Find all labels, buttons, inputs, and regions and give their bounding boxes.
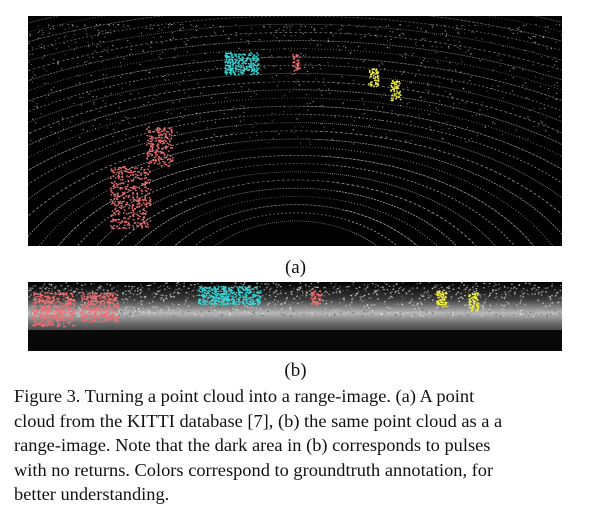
lidar-scan-rings [28,16,562,246]
point-cloud-svg [28,16,562,246]
background-points [28,24,562,246]
caption-line: range-image. Note that the dark area in … [14,435,491,455]
range-pixels [28,282,562,318]
caption-line: cloud from the KITTI database [7], (b) t… [14,410,503,431]
panel-a-label: (a) [284,257,307,278]
annotated-objects [110,52,402,230]
range-image-svg [28,282,562,351]
caption-line: better understanding. [14,484,170,504]
figure-caption: Figure 3. Turning a point cloud into a r… [14,384,580,507]
caption-line: with no returns. Colors correspond to gr… [14,459,494,480]
panel-b-label: (b) [284,360,307,381]
caption-line: Figure 3. Turning a point cloud into a r… [14,386,475,406]
range-image [28,282,562,351]
range-annotated-objects [32,286,480,328]
point-cloud-image [28,16,562,246]
